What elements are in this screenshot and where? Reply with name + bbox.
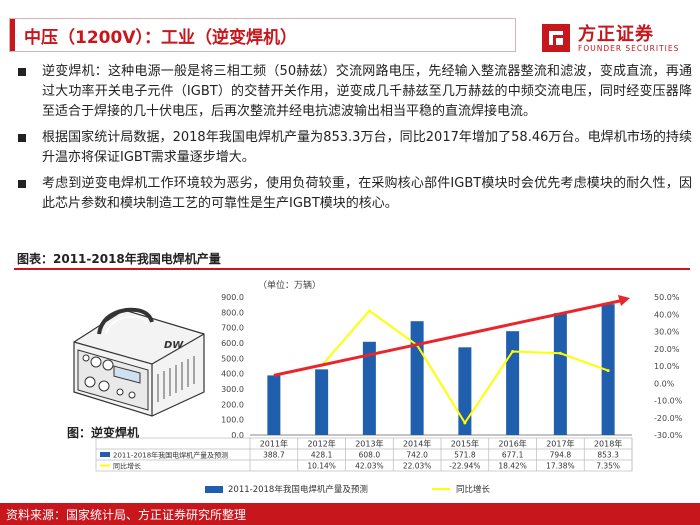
trend-arrow-head (618, 295, 630, 306)
production-bar (267, 375, 281, 435)
bar-value-label: 388.7 (263, 451, 285, 460)
y-right-tick-label: 10.0% (654, 362, 680, 371)
x-category-label: 2011年 (260, 439, 288, 449)
table-line-series-label: 同比增长 (113, 462, 141, 471)
production-chart: （单位：万辆） 0.0 100.0 200.0 300.0 400.0 500.0 600.0… (95, 279, 683, 495)
bullet-text: 逆变焊机：这种电源一般是将三相工频（50赫兹）交流网路电压，先经输入整流器整流和… (42, 64, 692, 119)
bar-value-label: 742.0 (406, 451, 428, 460)
chart-unit-label: （单位：万辆） (258, 279, 321, 291)
welder-brand-label: DW (164, 340, 184, 351)
growth-point (463, 421, 467, 425)
growth-value-label: -22.94% (449, 462, 480, 471)
growth-value-label: 7.35% (596, 462, 620, 471)
bar-value-label: 794.8 (550, 451, 572, 460)
growth-value-label: 17.38% (546, 462, 575, 471)
production-bar (553, 313, 567, 435)
y-right-tick-label: -30.0% (654, 431, 683, 440)
production-bar (458, 347, 472, 435)
x-category-label: 2014年 (403, 439, 431, 449)
figure-title: 图表：2011-2018年我国电焊机产量 (17, 252, 221, 266)
y-right-tick-label: -20.0% (654, 414, 683, 423)
figure-title-rule (14, 268, 690, 270)
y-left-tick-label: 800.0 (221, 308, 244, 317)
y-left-tick-label: 100.0 (221, 416, 244, 425)
production-bar (315, 369, 329, 435)
y-left-tick-label: 200.0 (221, 400, 244, 409)
bullet-item: 根据国家统计局数据，2018年我国电焊机产量为853.3万台，同比2017年增加… (14, 128, 692, 168)
legend-bar-label: 2011-2018年我国电焊机产量及预测 (228, 484, 368, 495)
y-right-tick-label: 20.0% (654, 345, 680, 354)
bullet-list: 逆变焊机：这种电源一般是将三相工频（50赫兹）交流网路电压，先经输入整流器整流和… (14, 62, 692, 220)
trend-arrow-line (273, 299, 623, 377)
bullet-item: 考虑到逆变电焊机工作环境较为恶劣，使用负荷较重，在采购核心部件IGBT模块时会优… (14, 174, 692, 214)
x-category-label: 2018年 (594, 439, 622, 449)
bullet-square-icon (18, 134, 26, 142)
y-left-tick-label: 300.0 (221, 385, 244, 394)
production-bar (410, 321, 424, 435)
bullet-text: 根据国家统计局数据，2018年我国电焊机产量为853.3万台，同比2017年增加… (42, 130, 692, 165)
footer-bar: 资料来源：国家统计局、方正证券研究所整理 (0, 503, 700, 525)
y-left-tick-label: 700.0 (221, 324, 244, 333)
y-right-tick-label: 0.0% (654, 379, 675, 388)
production-bar (506, 331, 520, 435)
growth-value-label: 10.14% (307, 462, 336, 471)
legend-line-label: 同比增长 (456, 484, 491, 495)
growth-value-label: 18.42% (498, 462, 527, 471)
table-bar-swatch (100, 452, 110, 457)
inverter-welder-image: DW (73, 307, 205, 417)
y-right-tick-label: 40.0% (654, 310, 680, 319)
footer-source: 资料来源：国家统计局、方正证券研究所整理 (6, 508, 247, 522)
title-accent-bar (10, 19, 15, 51)
y-left-tick-label: 900.0 (221, 293, 244, 302)
x-category-label: 2012年 (307, 439, 335, 449)
x-category-label: 2015年 (451, 439, 479, 449)
bar-value-label: 571.8 (454, 451, 476, 460)
bullet-item: 逆变焊机：这种电源一般是将三相工频（50赫兹）交流网路电压，先经输入整流器整流和… (14, 62, 692, 122)
y-left-tick-label: 500.0 (221, 354, 244, 363)
growth-value-label: 42.03% (355, 462, 384, 471)
bar-value-label: 853.3 (597, 451, 619, 460)
x-category-label: 2017年 (546, 439, 574, 449)
y-left-tick-label: 600.0 (221, 339, 244, 348)
founder-logo-icon (542, 24, 570, 52)
growth-point (511, 349, 515, 353)
y-right-tick-label: -10.0% (654, 397, 683, 406)
slide-title-bar: 中压（1200V）：工业（逆变焊机） (9, 18, 516, 52)
growth-value-label: 22.03% (403, 462, 432, 471)
bullet-square-icon (18, 68, 26, 76)
bar-value-label: 677.1 (502, 451, 524, 460)
growth-point (367, 309, 371, 313)
growth-point (558, 351, 562, 355)
legend-bar-swatch (205, 486, 223, 493)
bar-value-label: 428.1 (311, 451, 333, 460)
production-bar (362, 341, 376, 435)
slide-title: 中压（1200V）：工业（逆变焊机） (24, 28, 297, 48)
x-category-label: 2016年 (498, 439, 526, 449)
brand-name-en: FOUNDER SECURITIES (578, 44, 680, 53)
image-caption: 图：逆变焊机 (67, 426, 140, 440)
y-left-tick-label: 400.0 (221, 370, 244, 379)
bullet-text: 考虑到逆变电焊机工作环境较为恶劣，使用负荷较重，在采购核心部件IGBT模块时会优… (42, 176, 692, 211)
y-left-tick-label: 0.0 (231, 431, 244, 440)
brand-logo: 方正证券 FOUNDER SECURITIES (540, 20, 690, 56)
y-right-tick-label: 30.0% (654, 328, 680, 337)
bullet-square-icon (18, 180, 26, 188)
x-category-label: 2013年 (355, 439, 383, 449)
table-bar-series-label: 2011-2018年我国电焊机产量及预测 (113, 451, 228, 460)
bar-value-label: 608.0 (359, 451, 381, 460)
growth-point (606, 369, 610, 373)
brand-name-cn: 方正证券 (578, 24, 654, 45)
y-right-tick-label: 50.0% (654, 293, 680, 302)
